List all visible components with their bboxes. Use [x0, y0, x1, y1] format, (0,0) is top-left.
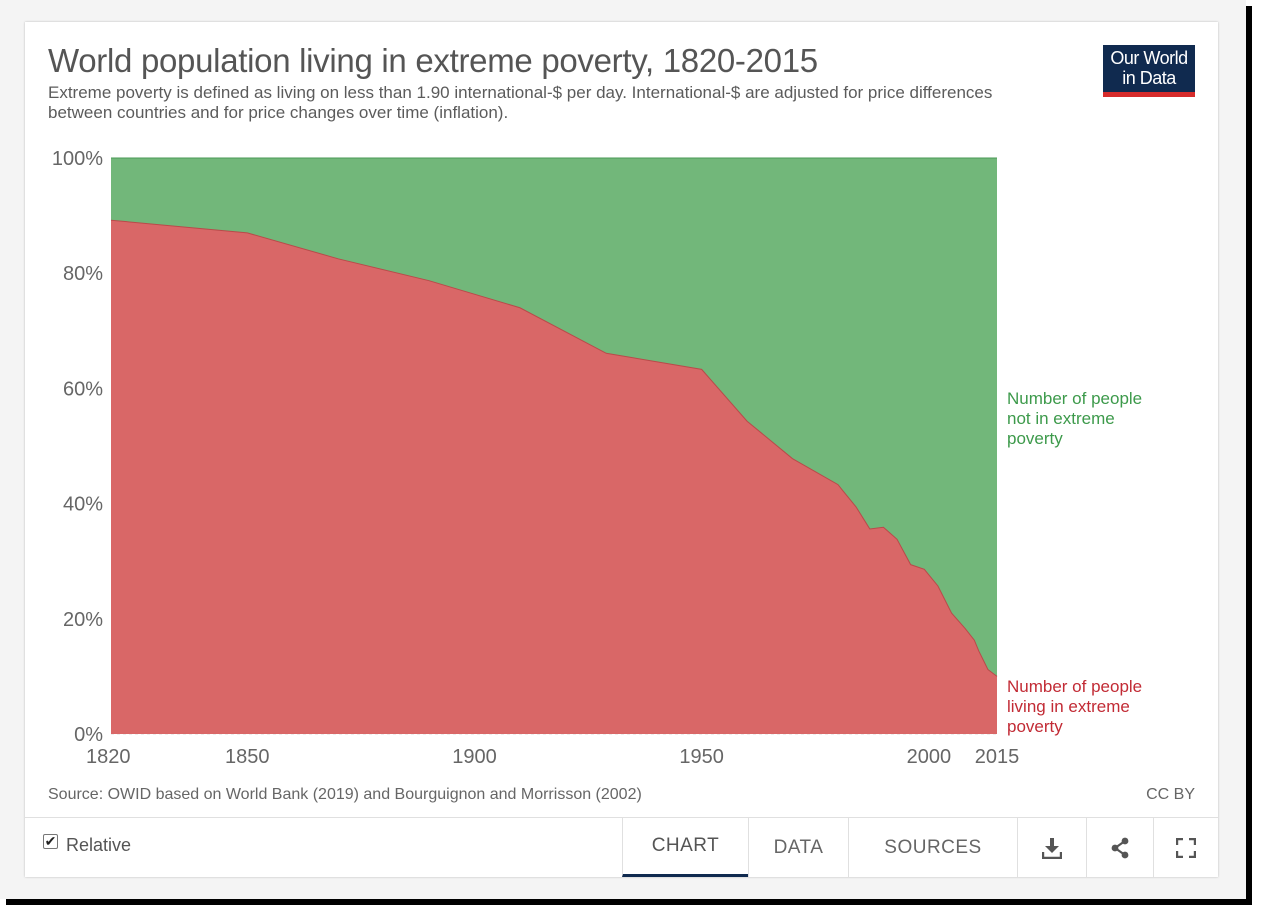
chart-card: World population living in extreme pover… — [25, 22, 1218, 877]
series-label-extreme-poverty: living in extreme — [1007, 697, 1130, 716]
series-label-not-in-poverty: poverty — [1007, 429, 1063, 448]
logo-line-2: in Data — [1122, 68, 1176, 88]
series-label-extreme-poverty: Number of people — [1007, 677, 1142, 696]
tab-chart-label: CHART — [651, 835, 720, 856]
tab-chart[interactable]: CHART — [622, 818, 748, 877]
relative-label: Relative — [66, 835, 132, 855]
tab-sources[interactable]: SOURCES — [848, 818, 1017, 877]
chart-title: World population living in extreme pover… — [48, 42, 818, 79]
x-tick-label: 2015 — [975, 746, 1020, 768]
series-label-not-in-poverty: Number of people — [1007, 389, 1142, 408]
chart-footer: ✔ Relative CHART DATA SOURCES — [25, 817, 1218, 877]
x-tick-label: 1820 — [86, 746, 131, 768]
series-line-extreme-poverty — [110, 219, 998, 677]
relative-toggle[interactable]: ✔ Relative — [43, 833, 132, 856]
tab-data[interactable]: DATA — [748, 818, 848, 877]
y-tick-label: 0% — [74, 724, 103, 746]
series-label-not-in-poverty: not in extreme — [1007, 409, 1115, 428]
series-label-extreme-poverty: poverty — [1007, 717, 1063, 736]
y-tick-label: 40% — [63, 494, 103, 516]
area-not-in-poverty — [111, 158, 997, 677]
tab-data-label: DATA — [773, 836, 824, 858]
source-note[interactable]: Source: OWID based on World Bank (2019) … — [48, 786, 642, 803]
tab-sources-label: SOURCES — [884, 836, 982, 858]
chart-subtitle: Extreme poverty is defined as living on … — [48, 83, 993, 122]
y-tick-label: 100% — [52, 148, 103, 170]
y-tick-label: 80% — [63, 263, 103, 285]
relative-checkbox[interactable]: ✔ — [43, 833, 58, 849]
logo-line-1: Our World — [1110, 48, 1188, 68]
owid-logo[interactable]: Our World in Data — [1103, 45, 1195, 97]
tab-bar: CHART DATA SOURCES — [622, 818, 1218, 877]
download-button[interactable] — [1017, 818, 1086, 877]
fullscreen-button[interactable] — [1153, 818, 1218, 877]
fullscreen-icon — [1176, 837, 1196, 858]
screenshot-frame: World population living in extreme pover… — [0, 0, 1246, 899]
area-chart: 0% 20% 40% 60% 80% 100% 1820 1850 1900 1950 2000 20… — [52, 148, 1142, 768]
share-icon — [1111, 837, 1129, 858]
y-tick-label: 60% — [63, 378, 103, 400]
share-button[interactable] — [1086, 818, 1153, 877]
x-tick-label: 1850 — [225, 746, 270, 768]
area-extreme-poverty — [111, 220, 997, 734]
x-tick-label: 1900 — [452, 746, 497, 768]
x-tick-label: 2000 — [907, 746, 952, 768]
y-tick-label: 20% — [63, 609, 103, 631]
license-link[interactable]: CC BY — [1146, 786, 1195, 803]
download-icon — [1042, 837, 1062, 859]
x-tick-label: 1950 — [679, 746, 724, 768]
